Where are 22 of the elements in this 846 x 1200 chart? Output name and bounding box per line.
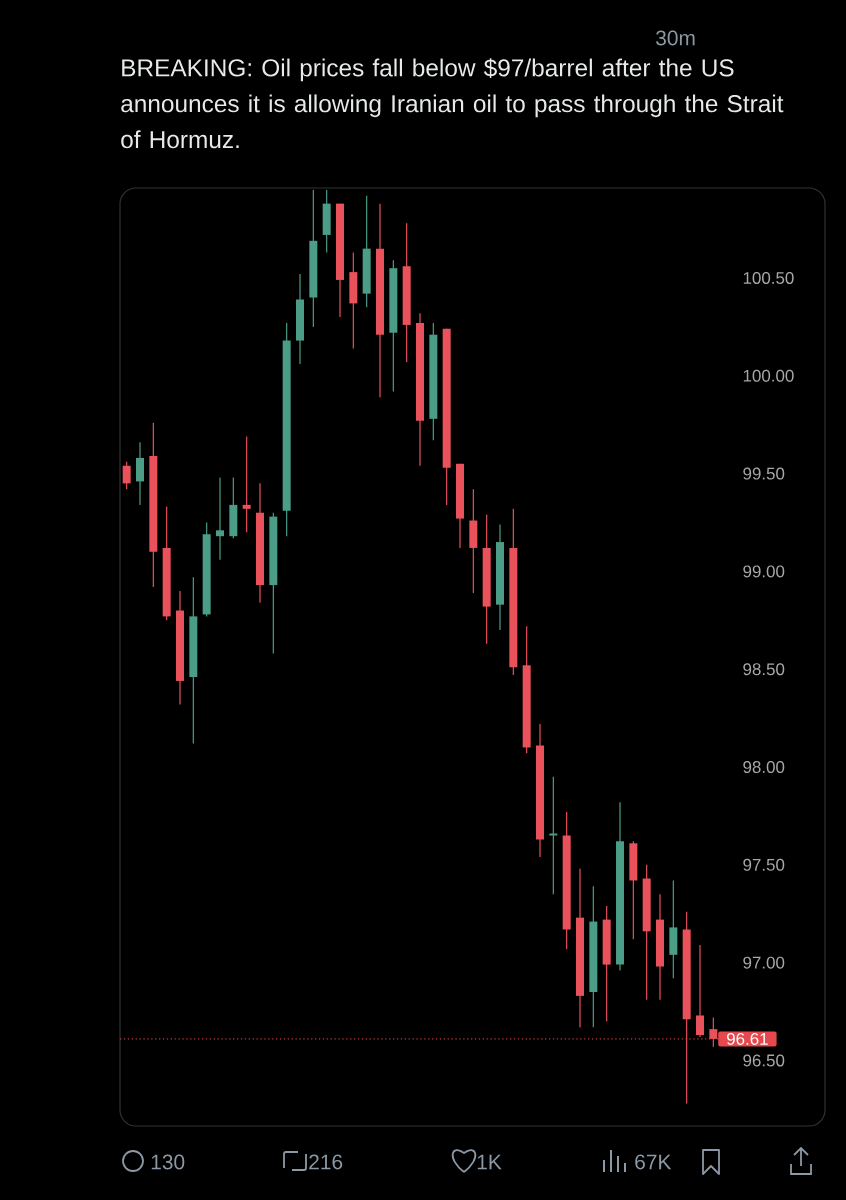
ref-line-label: 96.61	[727, 1032, 768, 1045]
candlestick	[709, 1016, 718, 1048]
y-tick-label: 99.00	[743, 565, 785, 578]
y-tick-label: 97.50	[743, 858, 785, 871]
chart-title: BREAKING: Oil prices fall below $97/barrel after the US announces it is allowing Iranian oil to pass through the Strait of Hormuz.	[121, 58, 784, 149]
y-tick-label: 99.50	[743, 467, 785, 480]
text: 216	[309, 1154, 343, 1170]
candlestick	[696, 944, 705, 1038]
y-tick-label: 100.50	[743, 271, 794, 284]
text: 1K	[477, 1154, 502, 1170]
y-tick-label: 100.00	[743, 369, 794, 382]
y-tick-label: 98.00	[743, 761, 785, 774]
text: 67K	[635, 1154, 672, 1170]
y-tick-label: 98.50	[743, 663, 785, 676]
y-tick-label: 97.00	[743, 956, 785, 969]
text: 30m	[656, 30, 695, 46]
candlestick	[216, 476, 224, 561]
candlestick	[122, 461, 131, 490]
y-tick-label: 96.50	[743, 1054, 785, 1067]
text: 130	[151, 1154, 185, 1170]
candlestick	[136, 441, 144, 506]
candlestick	[242, 435, 251, 533]
